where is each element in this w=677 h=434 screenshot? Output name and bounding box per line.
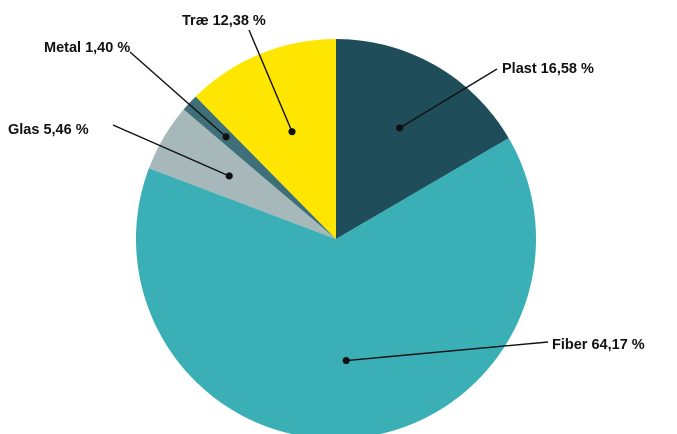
pie-slice-plast xyxy=(336,39,509,239)
pie-slice-glas xyxy=(148,109,336,239)
slice-label-glas: Glas 5,46 % xyxy=(8,122,89,138)
slice-label-fiber: Fiber 64,17 % xyxy=(552,337,645,353)
pie-slice-trae xyxy=(195,39,336,239)
pie-slice-fiber xyxy=(136,138,537,434)
leader-dot-metal xyxy=(222,133,230,141)
leader-line-fiber xyxy=(346,341,549,362)
leader-line-metal xyxy=(129,51,227,138)
leader-line-trae xyxy=(248,29,293,132)
leader-line-plast xyxy=(399,68,498,129)
slice-label-plast: Plast 16,58 % xyxy=(502,61,594,77)
leader-dot-plast xyxy=(396,124,404,132)
leader-line-glas xyxy=(112,124,230,177)
slice-label-trae: Træ 12,38 % xyxy=(182,13,266,29)
slice-label-metal: Metal 1,40 % xyxy=(44,40,130,56)
leader-dot-trae xyxy=(288,128,296,136)
leader-dot-glas xyxy=(225,172,233,180)
leader-dot-fiber xyxy=(342,356,350,365)
